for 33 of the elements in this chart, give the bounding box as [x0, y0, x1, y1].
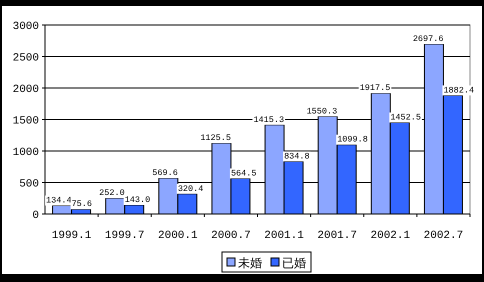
data-label: 1917.5 — [360, 83, 390, 94]
data-label: 1882.4 — [443, 85, 474, 96]
data-label: 569.6 — [152, 168, 178, 178]
y-tick-label: 3000 — [12, 21, 39, 33]
y-tick-label: 2000 — [12, 84, 39, 96]
x-tick-label: 2001.1 — [264, 230, 304, 242]
data-label: 2697.6 — [412, 34, 444, 44]
y-tick-label: 0 — [32, 210, 39, 222]
data-label: 252.0 — [99, 188, 125, 198]
y-tick-label: 500 — [19, 178, 39, 190]
y-tick-label: 1000 — [12, 147, 39, 159]
data-label: 1550.3 — [306, 106, 338, 116]
x-tick-label: 1999.7 — [104, 230, 144, 242]
data-label: 134.4 — [46, 196, 72, 206]
y-tick-label: 2500 — [12, 52, 39, 64]
data-label: 1099.8 — [337, 134, 368, 145]
x-tick-label: 2000.7 — [211, 230, 251, 242]
x-tick-label: 2002.7 — [424, 230, 464, 242]
data-label: 1452.5 — [390, 112, 421, 122]
x-tick-label: 2002.1 — [370, 230, 411, 242]
data-label: 1125.5 — [200, 133, 231, 144]
legend-label: 未婚 — [238, 256, 262, 270]
x-tick-label: 2001.7 — [317, 230, 357, 242]
data-label: 1415.3 — [253, 114, 284, 125]
data-label: 320.4 — [178, 184, 204, 194]
data-label: 834.8 — [284, 151, 310, 162]
data-label: 143.0 — [124, 194, 150, 205]
x-tick-label: 1999.1 — [52, 230, 92, 242]
y-tick-label: 1500 — [12, 116, 39, 128]
data-label: 564.5 — [230, 168, 256, 178]
legend-label: 已婚 — [282, 256, 306, 270]
data-label: 75.6 — [72, 199, 92, 210]
x-tick-label: 2000.1 — [158, 230, 198, 242]
